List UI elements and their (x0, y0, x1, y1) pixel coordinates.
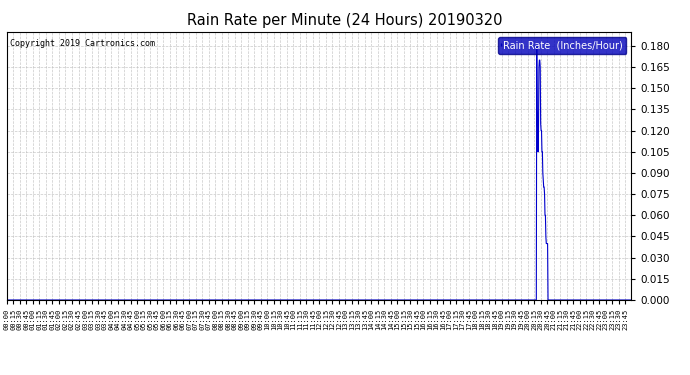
Legend: Rain Rate  (Inches/Hour): Rain Rate (Inches/Hour) (498, 37, 627, 54)
Text: Copyright 2019 Cartronics.com: Copyright 2019 Cartronics.com (10, 39, 155, 48)
Text: Rain Rate per Minute (24 Hours) 20190320: Rain Rate per Minute (24 Hours) 20190320 (187, 13, 503, 28)
